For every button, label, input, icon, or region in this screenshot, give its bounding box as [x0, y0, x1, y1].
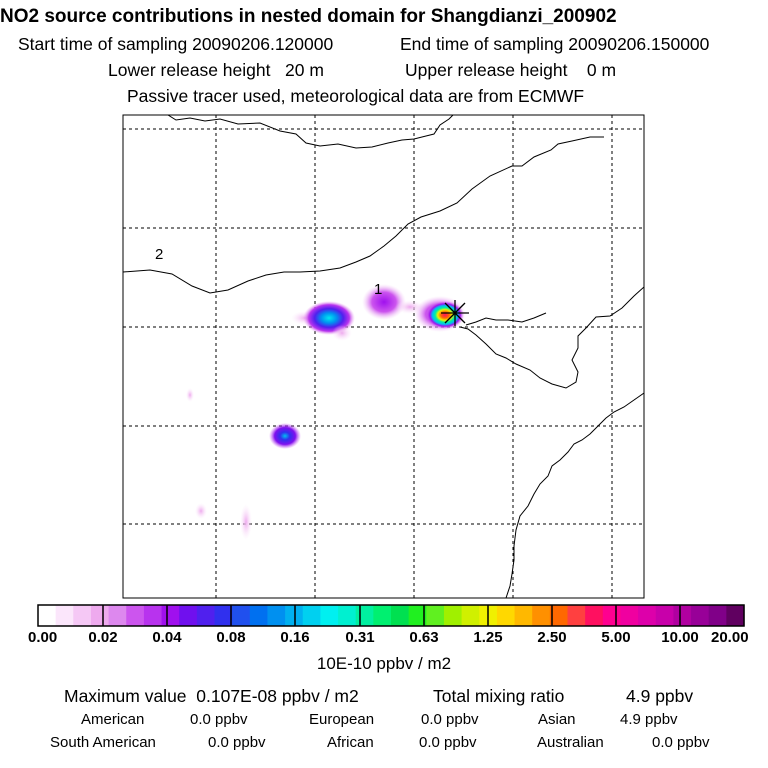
plume-north [362, 284, 406, 320]
colorbar-segment [179, 605, 198, 626]
colorbar-tick: 10.00 [661, 629, 699, 646]
colorbar-segment [196, 605, 216, 626]
colorbar-segment [655, 605, 674, 626]
start-time-label: Start time of sampling 20090206.120000 [18, 34, 334, 54]
colorbar-segment [691, 605, 710, 626]
plume-faint-south-2 [240, 504, 252, 540]
source-name: European [309, 711, 375, 728]
colorbar-segment [55, 605, 74, 626]
border-inner [123, 136, 604, 294]
colorbar-segment [408, 605, 427, 626]
source-name: Australian [537, 734, 604, 751]
source-value: 0.0 ppbv [652, 734, 710, 751]
colorbar-segment [514, 605, 533, 626]
border-lines [123, 115, 644, 598]
coastline [459, 286, 644, 598]
colorbar-frame [37, 604, 745, 627]
colorbar-segment [461, 605, 480, 626]
colorbar-segment [638, 605, 657, 626]
colorbar-segment [285, 605, 304, 626]
colorbar-segment [373, 605, 392, 626]
colorbar-tick: 20.00 [711, 629, 749, 646]
colorbar-segment [320, 605, 339, 626]
tracer-note: Passive tracer used, meteorological data… [127, 86, 585, 106]
grid-lines [123, 115, 644, 598]
total-mixing-value: 4.9 ppbv [626, 686, 694, 706]
region-label-2: 2 [155, 246, 163, 263]
colorbar-tick: 5.00 [601, 629, 631, 646]
colorbar-segment [443, 605, 463, 626]
source-name: South American [50, 734, 156, 751]
colorbar-tick: 0.00 [28, 629, 58, 646]
source-value: 0.0 ppbv [208, 734, 266, 751]
colorbar-tick: 2.50 [537, 629, 567, 646]
colorbar-segment [338, 605, 357, 626]
plume-central-tail [332, 325, 352, 341]
colorbar-segment [267, 605, 286, 626]
upper-release-label: Upper release height 0 m [405, 60, 617, 80]
colorbar-segment [143, 605, 163, 626]
colorbar-segment [532, 605, 551, 626]
source-name: American [81, 711, 145, 728]
colorbar-segment [620, 605, 639, 626]
colorbar-segment [602, 605, 622, 626]
lower-release-label: Lower release height 20 m [108, 60, 324, 80]
source-value: 0.0 ppbv [419, 734, 477, 751]
station-marker [441, 300, 469, 326]
chart-title: NO2 source contributions in nested domai… [0, 6, 617, 27]
colorbar [38, 605, 745, 626]
colorbar-tick: 1.25 [473, 629, 503, 646]
colorbar-units: 10E-10 ppbv / m2 [316, 654, 452, 673]
plume-southwest [269, 423, 301, 449]
colorbar-segment [108, 605, 127, 626]
colorbar-tick: 0.16 [280, 629, 310, 646]
colorbar-tick: 0.31 [345, 629, 375, 646]
colorbar-segment [73, 605, 92, 626]
end-time-label: End time of sampling 20090206.150000 [400, 34, 710, 54]
colorbar-segment [249, 605, 269, 626]
source-name: African [327, 734, 374, 751]
max-value-label: Maximum value 0.107E-08 ppbv / m2 [64, 686, 359, 706]
source-value: 0.0 ppbv [421, 711, 479, 728]
colorbar-segment [214, 605, 233, 626]
colorbar-separators [102, 605, 681, 626]
colorbar-segment [391, 605, 410, 626]
colorbar-tick: 0.63 [409, 629, 439, 646]
colorbar-segment [426, 605, 445, 626]
plume-faint-west [186, 388, 194, 402]
colorbar-segment [567, 605, 586, 626]
plume-faint-south-1 [195, 503, 207, 519]
colorbar-segment [126, 605, 145, 626]
source-value: 4.9 ppbv [620, 711, 678, 728]
source-name: Asian [538, 711, 576, 728]
source-value: 0.0 ppbv [190, 711, 248, 728]
colorbar-tick: 0.04 [152, 629, 182, 646]
colorbar-segment [673, 605, 692, 626]
colorbar-tick: 0.08 [216, 629, 246, 646]
colorbar-segment [161, 605, 180, 626]
colorbar-segment [726, 605, 745, 626]
colorbar-segment [302, 605, 321, 626]
colorbar-segment [708, 605, 727, 626]
concentration-field [186, 284, 466, 540]
plume-central-east [426, 301, 464, 329]
colorbar-segment [38, 605, 57, 626]
colorbar-segment [90, 605, 110, 626]
colorbar-segment [585, 605, 604, 626]
colorbar-tick: 0.02 [88, 629, 118, 646]
map-frame [122, 114, 645, 599]
region-label-1: 1 [374, 281, 382, 298]
colorbar-segment [355, 605, 374, 626]
colorbar-segment [549, 605, 569, 626]
colorbar-segment [232, 605, 251, 626]
total-mixing-label: Total mixing ratio [433, 686, 565, 706]
border-north [167, 115, 454, 149]
colorbar-segment [496, 605, 516, 626]
